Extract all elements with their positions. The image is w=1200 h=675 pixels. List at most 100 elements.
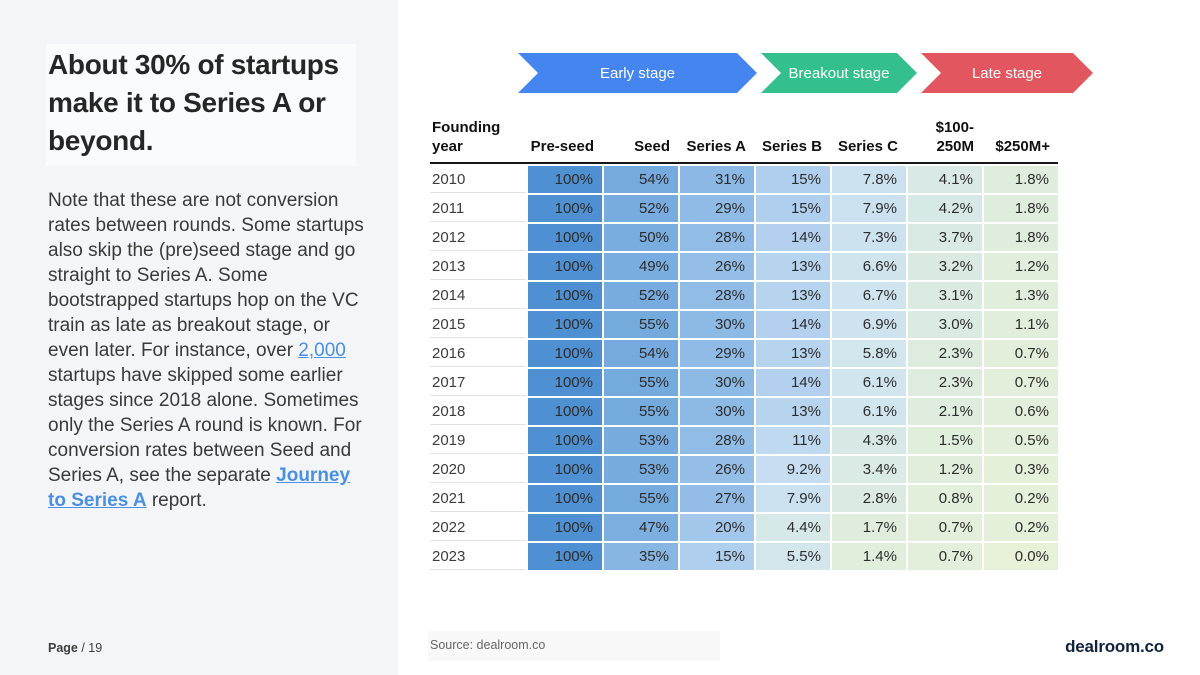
value-cell: 3.4% [832, 456, 906, 483]
source-box [428, 631, 720, 661]
header-divider [430, 162, 1058, 164]
value-cell: 14% [756, 369, 830, 396]
year-cell: 2014 [430, 282, 526, 309]
value-cell: 6.7% [832, 282, 906, 309]
value-cell: 28% [680, 427, 754, 454]
value-cell: 3.0% [908, 311, 982, 338]
value-cell: 6.1% [832, 369, 906, 396]
value-cell: 14% [756, 224, 830, 251]
stage-chevron-early: Early stage [518, 53, 757, 93]
value-cell: 0.3% [984, 456, 1058, 483]
value-cell: 55% [604, 485, 678, 512]
value-cell: 30% [680, 369, 754, 396]
value-cell: 30% [680, 311, 754, 338]
title-box [46, 44, 356, 166]
value-cell: 1.7% [832, 514, 906, 541]
value-cell: 13% [756, 340, 830, 367]
value-cell: 100% [528, 369, 602, 396]
year-cell: 2023 [430, 543, 526, 570]
stage-chevron-late: Late stage [921, 53, 1093, 93]
value-cell: 55% [604, 311, 678, 338]
page-number: / 19 [77, 641, 103, 655]
value-cell: 100% [528, 456, 602, 483]
page-indicator: Page / 19 [48, 641, 102, 655]
value-cell: 13% [756, 398, 830, 425]
value-cell: 4.3% [832, 427, 906, 454]
value-cell: 100% [528, 427, 602, 454]
value-cell: 1.4% [832, 543, 906, 570]
value-cell: 28% [680, 224, 754, 251]
value-cell: 3.2% [908, 253, 982, 280]
value-cell: 54% [604, 340, 678, 367]
value-cell: 0.7% [984, 340, 1058, 367]
value-cell: 9.2% [756, 456, 830, 483]
value-cell: 100% [528, 195, 602, 222]
page-label: Page [48, 641, 78, 655]
value-cell: 2.3% [908, 369, 982, 396]
value-cell: 7.9% [832, 195, 906, 222]
value-cell: 100% [528, 224, 602, 251]
value-cell: 100% [528, 166, 602, 193]
value-cell: 50% [604, 224, 678, 251]
value-cell: 0.7% [984, 369, 1058, 396]
body-text: Note that these are not conversion rates… [48, 188, 370, 513]
year-cell: 2011 [430, 195, 526, 222]
year-cell: 2016 [430, 340, 526, 367]
value-cell: 26% [680, 456, 754, 483]
value-cell: 15% [756, 166, 830, 193]
column-header: Pre-seed [530, 138, 594, 155]
slide-title: About 30% of startups make it to Series … [48, 49, 339, 156]
year-cell: 2017 [430, 369, 526, 396]
inline-link[interactable]: Journey to Series A [48, 465, 351, 511]
value-cell: 29% [680, 340, 754, 367]
value-cell: 20% [680, 514, 754, 541]
left-panel: About 30% of startups make it to Series … [0, 0, 398, 675]
value-cell: 3.1% [908, 282, 982, 309]
value-cell: 1.8% [984, 166, 1058, 193]
value-cell: 28% [680, 282, 754, 309]
value-cell: 2.1% [908, 398, 982, 425]
value-cell: 30% [680, 398, 754, 425]
dealroom-logo: dealroom.co [1065, 637, 1164, 656]
value-cell: 6.1% [832, 398, 906, 425]
value-cell: 31% [680, 166, 754, 193]
value-cell: 1.8% [984, 195, 1058, 222]
year-cell: 2018 [430, 398, 526, 425]
value-cell: 7.3% [832, 224, 906, 251]
value-cell: 5.5% [756, 543, 830, 570]
conversion-table: Founding year Pre-seed Seed Series A Series … [430, 110, 1058, 570]
value-cell: 1.1% [984, 311, 1058, 338]
value-cell: 100% [528, 282, 602, 309]
value-cell: 1.5% [908, 427, 982, 454]
source-text: Source: dealroom.co [430, 638, 546, 652]
year-cell: 2013 [430, 253, 526, 280]
body-text-span: Note that these are not conversion rates… [48, 190, 364, 361]
value-cell: 2.3% [908, 340, 982, 367]
year-cell: 2012 [430, 224, 526, 251]
value-cell: 100% [528, 514, 602, 541]
value-cell: 1.2% [908, 456, 982, 483]
year-cell: 2020 [430, 456, 526, 483]
value-cell: 29% [680, 195, 754, 222]
value-cell: 53% [604, 456, 678, 483]
value-cell: 0.5% [984, 427, 1058, 454]
value-cell: 100% [528, 311, 602, 338]
value-cell: 15% [756, 195, 830, 222]
value-cell: 55% [604, 398, 678, 425]
value-cell: 27% [680, 485, 754, 512]
value-cell: 0.6% [984, 398, 1058, 425]
column-header: Series C [837, 138, 898, 155]
year-cell: 2019 [430, 427, 526, 454]
stage-banner: Early stage Breakout stage Late stage [518, 53, 1093, 93]
value-cell: 1.2% [984, 253, 1058, 280]
value-cell: 100% [528, 398, 602, 425]
value-cell: 55% [604, 369, 678, 396]
inline-link[interactable]: 2,000 [298, 340, 346, 361]
column-header: Series A [686, 138, 746, 155]
value-cell: 13% [756, 253, 830, 280]
value-cell: 2.8% [832, 485, 906, 512]
stage-chevron-breakout: Breakout stage [761, 53, 917, 93]
value-cell: 4.4% [756, 514, 830, 541]
year-cell: 2015 [430, 311, 526, 338]
